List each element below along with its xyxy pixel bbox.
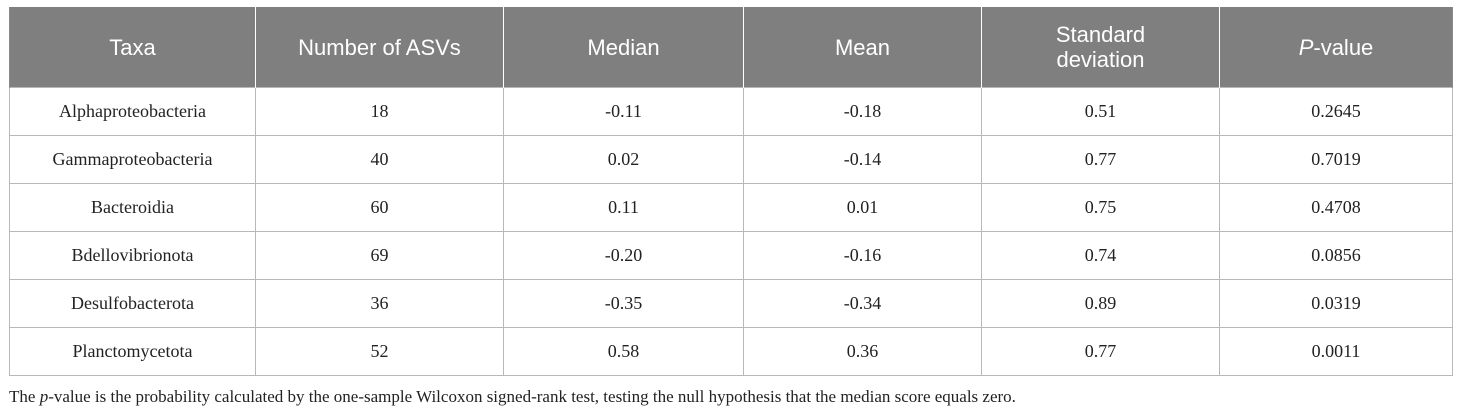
table-row: Bdellovibrionota 69 -0.20 -0.16 0.74 0.0856	[9, 231, 1453, 280]
cell-mean: 0.36	[743, 327, 982, 376]
footnote-prefix: The	[9, 387, 40, 406]
header-row: Taxa Number of ASVs Median Mean Standard…	[9, 7, 1453, 88]
cell-p-value: 0.0856	[1219, 231, 1453, 280]
cell-median: -0.11	[503, 87, 744, 136]
cell-mean: -0.14	[743, 135, 982, 184]
cell-taxa: Gammaproteobacteria	[9, 135, 256, 184]
header-p-suffix: -value	[1313, 34, 1374, 60]
cell-p-value: 0.0319	[1219, 279, 1453, 328]
cell-p-value: 0.4708	[1219, 183, 1453, 232]
table-row: Planctomycetota 52 0.58 0.36 0.77 0.0011	[9, 327, 1453, 376]
table-row: Alphaproteobacteria 18 -0.11 -0.18 0.51 0.264…	[9, 87, 1453, 136]
header-p-value: P-value	[1219, 7, 1453, 88]
cell-standard-deviation: 0.77	[981, 135, 1220, 184]
cell-number-of-asvs: 52	[255, 327, 504, 376]
cell-mean: -0.16	[743, 231, 982, 280]
data-table-container: Taxa Number of ASVs Median Mean Standard…	[9, 7, 1453, 376]
cell-mean: -0.18	[743, 87, 982, 136]
table-footnote: The p-value is the probability calculate…	[9, 387, 1016, 407]
cell-median: 0.58	[503, 327, 744, 376]
cell-median: -0.20	[503, 231, 744, 280]
cell-number-of-asvs: 40	[255, 135, 504, 184]
cell-p-value: 0.7019	[1219, 135, 1453, 184]
cell-median: 0.02	[503, 135, 744, 184]
table-row: Desulfobacterota 36 -0.35 -0.34 0.89 0.0319	[9, 279, 1453, 328]
header-p-italic: P	[1298, 34, 1314, 60]
cell-number-of-asvs: 60	[255, 183, 504, 232]
header-number-of-asvs: Number of ASVs	[255, 7, 504, 88]
statistics-table: Taxa Number of ASVs Median Mean Standard…	[9, 7, 1453, 376]
cell-standard-deviation: 0.74	[981, 231, 1220, 280]
cell-taxa: Bdellovibrionota	[9, 231, 256, 280]
cell-standard-deviation: 0.89	[981, 279, 1220, 328]
cell-number-of-asvs: 18	[255, 87, 504, 136]
cell-taxa: Planctomycetota	[9, 327, 256, 376]
header-standard-deviation: Standard deviation	[981, 7, 1220, 88]
cell-median: 0.11	[503, 183, 744, 232]
header-median: Median	[503, 7, 744, 88]
footnote-p-italic: p	[39, 387, 49, 406]
cell-mean: 0.01	[743, 183, 982, 232]
cell-p-value: 0.2645	[1219, 87, 1453, 136]
cell-standard-deviation: 0.77	[981, 327, 1220, 376]
cell-standard-deviation: 0.51	[981, 87, 1220, 136]
table-body: Alphaproteobacteria 18 -0.11 -0.18 0.51 0.264…	[9, 87, 1453, 376]
header-taxa: Taxa	[9, 7, 256, 88]
table-row: Bacteroidia 60 0.11 0.01 0.75 0.4708	[9, 183, 1453, 232]
cell-median: -0.35	[503, 279, 744, 328]
cell-mean: -0.34	[743, 279, 982, 328]
cell-taxa: Bacteroidia	[9, 183, 256, 232]
cell-standard-deviation: 0.75	[981, 183, 1220, 232]
cell-taxa: Desulfobacterota	[9, 279, 256, 328]
table-row: Gammaproteobacteria 40 0.02 -0.14 0.77 0.7019	[9, 135, 1453, 184]
cell-number-of-asvs: 69	[255, 231, 504, 280]
cell-number-of-asvs: 36	[255, 279, 504, 328]
footnote-suffix: -value is the probability calculated by …	[48, 387, 1016, 406]
header-mean: Mean	[743, 7, 982, 88]
cell-p-value: 0.0011	[1219, 327, 1453, 376]
cell-taxa: Alphaproteobacteria	[9, 87, 256, 136]
